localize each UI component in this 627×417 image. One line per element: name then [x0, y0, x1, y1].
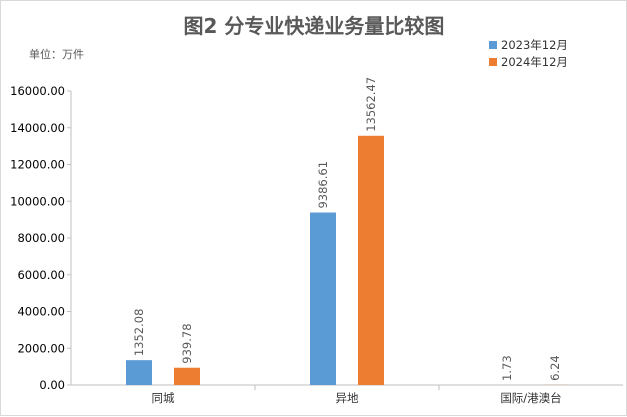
x-axis: 同城 异地 国际/港澳台 [71, 385, 623, 405]
y-tick-label: 4000.00 [17, 305, 65, 319]
bar [174, 368, 200, 385]
y-tick-label: 2000.00 [17, 341, 65, 355]
x-category-label: 同城 [152, 391, 175, 405]
legend-swatch [489, 58, 497, 66]
legend-swatch [489, 41, 497, 49]
data-label: 1352.08 [132, 309, 146, 357]
bar [126, 360, 152, 385]
value-labels: 1352.08 9386.61 1.73 939.78 13562.47 6.24 [132, 77, 562, 381]
y-tick-label: 8000.00 [17, 231, 65, 245]
data-label: 13562.47 [364, 77, 378, 132]
bar [358, 136, 384, 385]
unit-label: 单位：万件 [29, 47, 84, 61]
y-tick-label: 6000.00 [17, 268, 65, 282]
data-label: 9386.61 [316, 161, 330, 209]
legend-label: 2023年12月 [501, 38, 568, 52]
data-label: 6.24 [548, 355, 562, 381]
y-tick-label: 10000.00 [10, 194, 65, 208]
legend: 2023年12月 2024年12月 [489, 38, 568, 69]
y-axis: 0.00 2000.00 4000.00 6000.00 8000.00 10000.00… [10, 84, 71, 392]
chart-title: 图2 分专业快递业务量比较图 [184, 14, 445, 38]
data-label: 939.78 [180, 323, 194, 363]
x-category-label: 异地 [336, 391, 359, 405]
data-label: 1.73 [500, 355, 514, 381]
y-tick-label: 16000.00 [10, 84, 65, 98]
y-tick-label: 12000.00 [10, 158, 65, 172]
y-tick-label: 0.00 [39, 378, 65, 392]
x-category-label: 国际/港澳台 [500, 391, 561, 405]
bar [310, 213, 336, 385]
legend-label: 2024年12月 [501, 55, 568, 69]
y-tick-label: 14000.00 [10, 121, 65, 135]
